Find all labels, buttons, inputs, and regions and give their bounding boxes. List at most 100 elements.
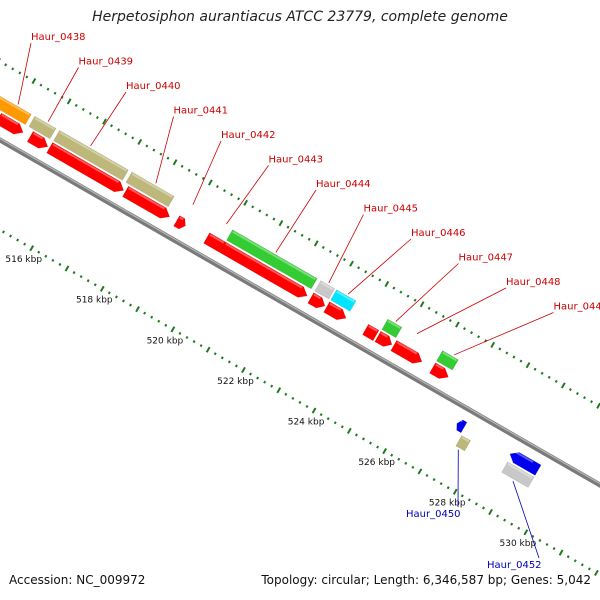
- scale-tick: [474, 502, 478, 506]
- scale-tick: [180, 164, 184, 168]
- gene-label: Haur_0438: [31, 32, 86, 43]
- scale-tick: [519, 359, 523, 363]
- scale-label: 524 kbp: [288, 417, 325, 427]
- scale-tick: [102, 118, 107, 125]
- scale-tick: [434, 310, 438, 314]
- gene-feature-highlight: [0, 96, 30, 116]
- scale-tick: [552, 547, 556, 551]
- scale-tick: [31, 77, 37, 85]
- scale-tick: [575, 392, 579, 396]
- gene-feature-highlight: [34, 117, 55, 130]
- backbone-line: [0, 137, 600, 488]
- gene-feature-green: [226, 229, 318, 290]
- scale-tick: [95, 116, 99, 120]
- backbone-highlight: [0, 137, 600, 485]
- scale-tick: [477, 335, 481, 339]
- scale-tick: [272, 217, 276, 221]
- scale-tick: [145, 144, 149, 148]
- scale-tick: [432, 478, 436, 482]
- gene-feature-highlight: [209, 233, 225, 244]
- gene-feature-highlight: [459, 419, 463, 423]
- gene-label: Haur_0440: [126, 81, 181, 92]
- scale-tick: [107, 291, 111, 295]
- gene-feature-highlight: [320, 281, 334, 291]
- gene-feature-cyan: [330, 289, 357, 312]
- scale-tick: [270, 384, 274, 388]
- scale-tick: [205, 346, 211, 353]
- scale-tick: [517, 526, 521, 530]
- scale-tick: [523, 529, 529, 536]
- scale-tick: [384, 280, 390, 288]
- gene-label: Haur_0445: [364, 204, 419, 215]
- gene-feature-khaki: [125, 171, 175, 208]
- scale-tick: [86, 279, 90, 283]
- scale-tick: [23, 242, 27, 246]
- scale-tick: [441, 314, 445, 319]
- gene-feature-cds: [323, 301, 347, 321]
- gene-label: Haur_0441: [174, 106, 229, 117]
- gene-label: Haur_0439: [79, 57, 134, 68]
- scale-tick: [243, 199, 249, 206]
- gene-feature-highlight: [32, 132, 44, 140]
- gene-feature-highlight: [442, 351, 458, 362]
- gene-feature-highlight: [368, 325, 378, 332]
- scale-tick: [307, 237, 311, 241]
- gene-feature-cds: [0, 112, 24, 135]
- scale-tick: [512, 355, 516, 359]
- scale-tick: [439, 482, 443, 486]
- scale-tick: [573, 559, 577, 563]
- gene-label: Haur_0443: [269, 155, 324, 166]
- scale-tick: [187, 168, 191, 172]
- scale-label: 522 kbp: [217, 377, 254, 387]
- scale-ticks: [0, 58, 600, 577]
- scale-tick: [159, 152, 163, 156]
- scale-tick: [503, 518, 507, 522]
- gene-feature-highlight: [59, 131, 128, 172]
- scale-tick: [4, 63, 8, 67]
- scale-label: 528 kbp: [429, 499, 466, 509]
- scale-tick: [488, 508, 493, 516]
- scale-tick: [166, 156, 170, 160]
- scale-tick: [328, 249, 332, 254]
- scale-tick: [413, 298, 417, 302]
- scale-tick: [29, 245, 35, 252]
- scale-tick: [427, 306, 431, 310]
- scale-tick: [346, 427, 352, 434]
- scale-tick: [364, 270, 368, 274]
- scale-tick: [99, 285, 105, 292]
- scale-tick: [313, 240, 319, 247]
- gene-feature-cds: [219, 241, 308, 298]
- label-leader-line: [416, 287, 507, 334]
- scale-tick: [411, 465, 415, 469]
- scale-tick: [505, 351, 509, 355]
- scale-tick: [406, 294, 410, 298]
- scale-tick: [498, 347, 502, 351]
- scale-labels: 516 kbp 518 kbp 520 kbp 522 kbp 524 kbp 526 k…: [5, 255, 536, 549]
- scale-tick: [137, 138, 143, 146]
- gene-feature-highlight: [1, 114, 19, 126]
- scale-tick: [256, 376, 260, 380]
- scale-tick: [129, 303, 132, 307]
- scale-tick: [343, 258, 346, 262]
- scale-tick: [580, 563, 584, 567]
- scale-tick: [213, 352, 217, 356]
- gene-feature-highlight: [512, 449, 534, 463]
- scale-tick: [25, 75, 29, 79]
- scale-tick: [340, 425, 344, 429]
- gene-feature-cds: [122, 185, 171, 219]
- scale-label: 530 kbp: [500, 539, 537, 549]
- scale-tick: [46, 87, 50, 91]
- scale-tick: [378, 278, 382, 282]
- gene-feature-highlight: [52, 143, 120, 184]
- scale-tick: [452, 488, 458, 495]
- scale-tick: [525, 362, 531, 369]
- scale-tick: [496, 514, 500, 518]
- gene-feature-highlight: [232, 230, 316, 281]
- scale-tick: [66, 98, 72, 105]
- scale-tick: [172, 159, 178, 166]
- label-leader-line: [155, 116, 174, 184]
- scale-tick: [369, 441, 372, 445]
- gene-feature-cds: [203, 232, 226, 253]
- scale-tick: [425, 473, 429, 478]
